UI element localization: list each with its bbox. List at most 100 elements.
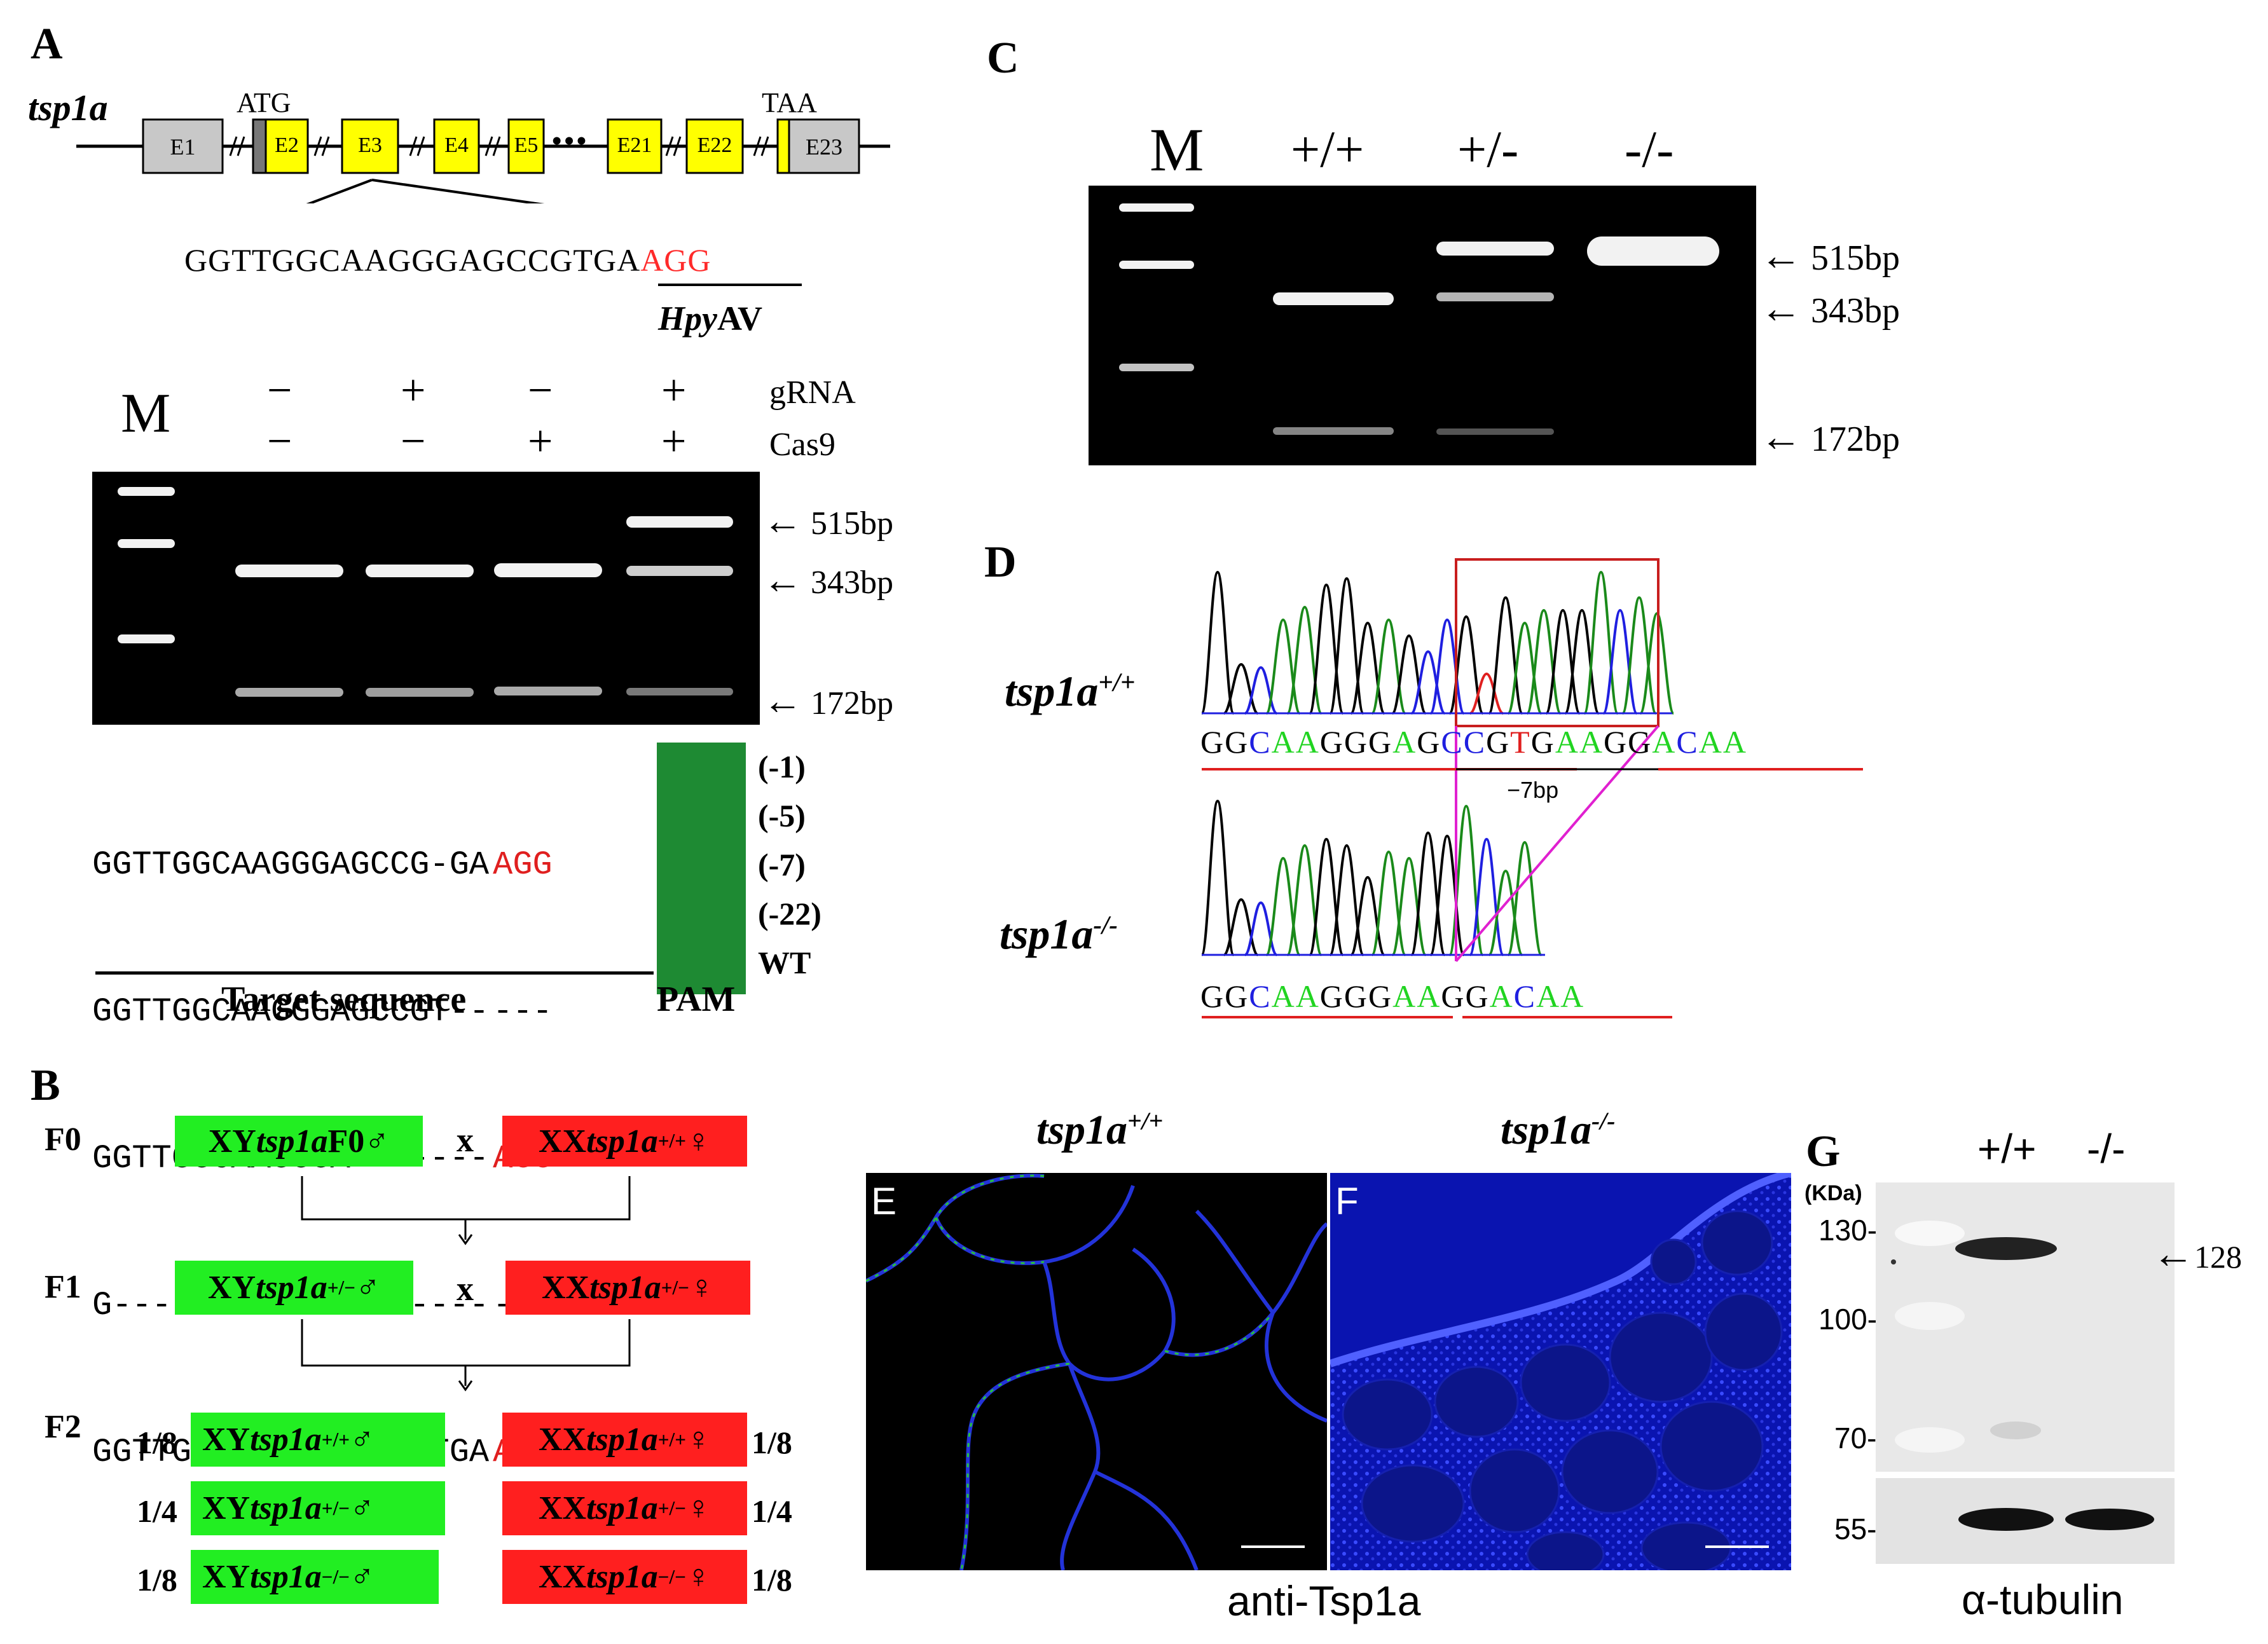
f2-male-box: XY tsp1a +/+ ♂: [191, 1413, 445, 1467]
ladder-mark-70: 70-: [1834, 1421, 1877, 1455]
base-call: A: [1560, 978, 1585, 1014]
base-call: G: [1225, 978, 1249, 1014]
base-call: C: [1463, 724, 1487, 760]
allele-row: GGTTGGCAAGGGAGCCGT-- ---: [92, 993, 553, 1031]
lane-label: -/-: [2087, 1126, 2126, 1172]
base-call: A: [1722, 724, 1747, 760]
enzyme-site-underline: [658, 284, 802, 286]
exon-e22: [685, 118, 744, 174]
base-call: A: [1579, 724, 1604, 760]
target-underline: [95, 971, 654, 975]
base-call: G: [1200, 978, 1225, 1014]
base-call: G: [1344, 978, 1369, 1014]
gel-c-lane-label: +/+: [1291, 120, 1364, 178]
cross-symbol: x: [457, 1121, 474, 1159]
marker-label-343: ← 343bp: [1760, 285, 1900, 332]
f2-fraction: 1/8: [752, 1425, 792, 1460]
cross-connectors: [301, 1176, 631, 1392]
band-size-label: ←128: [2152, 1231, 2242, 1277]
image-f-title: tsp1a-/-: [1501, 1107, 1616, 1153]
panel-label-e: E: [871, 1180, 897, 1223]
cas9-sign: −: [401, 417, 426, 466]
f2-fraction: 1/8: [137, 1562, 177, 1598]
sequencing-chromatograms: [1200, 558, 1863, 1018]
western-blot: [1876, 1182, 2175, 1564]
exon-label: E2: [275, 134, 299, 157]
band-343: [1436, 292, 1554, 301]
base-call: A: [1295, 724, 1320, 760]
exon-label: E23: [806, 134, 842, 160]
base-call: A: [1271, 978, 1296, 1014]
ladder-mark-130: 130-: [1818, 1214, 1878, 1247]
exon-label: E1: [170, 134, 196, 160]
deletion-label: −7bp: [1507, 777, 1559, 803]
base-call: C: [1441, 724, 1464, 760]
base-call: A: [1392, 978, 1417, 1014]
band-343: [366, 565, 474, 577]
cross-symbol: x: [457, 1270, 474, 1308]
microscopy-image-e: [866, 1173, 1327, 1570]
cas9-sign: +: [528, 417, 553, 466]
f0-female-box: XX tsp1a +/+ ♀: [502, 1116, 747, 1167]
base-call: G: [1530, 724, 1555, 760]
gel-image-c: [1089, 186, 1756, 465]
exon-label: E5: [514, 134, 539, 157]
base-call: C: [1513, 978, 1537, 1014]
ladder-mark-100: 100-: [1818, 1303, 1878, 1336]
intron-break-marks: [229, 136, 769, 156]
f2-female-box: XX tsp1a −/− ♀: [502, 1550, 747, 1604]
panel-label-c: C: [987, 34, 1019, 83]
marker-label-172: ← 172bp: [1760, 414, 1900, 460]
grna-sign: +: [401, 366, 426, 415]
band-172: [1436, 428, 1554, 435]
f1-male-box: XY tsp1a +/− ♂: [175, 1261, 413, 1315]
base-call: G: [1628, 724, 1653, 760]
allele-tags: (-1) (-5) (-7) (-22) WT: [758, 749, 821, 980]
exon-e5: [507, 118, 545, 174]
grna-label: gRNA: [769, 374, 856, 411]
base-call: A: [1295, 978, 1320, 1014]
f2-male-box: XY tsp1a −/− ♂: [191, 1550, 439, 1604]
f0-male-box: XY tsp1a F0♂: [175, 1116, 423, 1167]
base-call: T: [1510, 724, 1531, 760]
wt-genotype-label: tsp1a+/+: [1005, 667, 1136, 715]
gel-c-lane-label: -/-: [1625, 120, 1674, 178]
deletion-box: [1455, 558, 1660, 727]
exon-label: E3: [358, 134, 382, 157]
panel-label-a: A: [31, 20, 63, 69]
stop-codon-label: TAA: [762, 87, 817, 118]
f2-fraction: 1/4: [752, 1493, 792, 1529]
exon-e21: [607, 118, 663, 174]
base-call: A: [1392, 724, 1417, 760]
exon-label: E21: [617, 134, 652, 157]
band-515: [626, 516, 733, 528]
pam-label: PAM: [657, 980, 736, 1019]
base-call: A: [1698, 724, 1723, 760]
ladder-band: [118, 634, 175, 643]
enzyme-name: HpyAV: [658, 299, 763, 338]
target-sequence-main: GGTTGGCAAGGGAGCCGTGA: [184, 242, 641, 278]
gene-structure-diagram: [76, 118, 890, 203]
marker-label-515: ← 515bp: [1760, 233, 1900, 279]
base-call: G: [1441, 978, 1466, 1014]
base-call: C: [1249, 724, 1272, 760]
grna-sign: −: [528, 366, 553, 415]
band-172: [366, 688, 474, 697]
band-343: [494, 563, 602, 577]
f2-fraction: 1/8: [137, 1425, 177, 1460]
exon-e3: [341, 118, 399, 174]
exon-label: E22: [697, 134, 732, 157]
cas9-label: Cas9: [769, 427, 835, 463]
base-call: A: [1271, 724, 1296, 760]
weight-unit: (KDa): [1804, 1181, 1862, 1205]
allele-row: GGTTGGCAAGGGAGCCG-GA AGG: [92, 846, 553, 884]
image-caption: anti-Tsp1a: [1227, 1577, 1421, 1624]
base-call: G: [1368, 724, 1393, 760]
grna-sign: +: [661, 366, 687, 415]
marker-label-172: ← 172bp: [763, 680, 893, 723]
target-sequence: GGTTGGCAAGGGAGCCGTGAAGG: [184, 242, 711, 278]
base-call: G: [1368, 978, 1393, 1014]
image-e-title: tsp1a+/+: [1036, 1107, 1164, 1153]
base-call: G: [1604, 724, 1628, 760]
ko-base-calls: GGCAAGGGAAGGACAA: [1200, 978, 1584, 1015]
